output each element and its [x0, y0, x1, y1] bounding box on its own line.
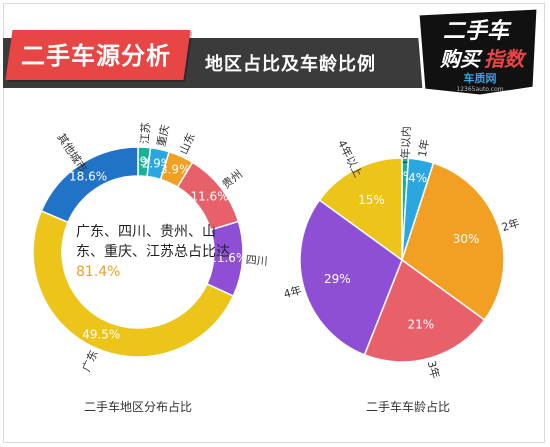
pie-category-label-3: 3年	[425, 359, 443, 380]
pie-value-label-1: 4%	[408, 171, 427, 185]
donut-chart-caption: 二手车地区分布占比	[84, 400, 193, 414]
donut-category-label-3: 贵州	[220, 168, 245, 192]
page-title: 二手车源分析	[21, 42, 171, 70]
pie-chart-caption: 二手车车龄占比	[366, 400, 451, 414]
pie-value-label-3: 21%	[407, 318, 434, 332]
donut-category-label-0: 江苏	[138, 122, 152, 145]
donut-category-label-4: 四川	[245, 253, 268, 267]
logo-brand: 车质网	[464, 71, 497, 85]
logo-line1: 二手车	[443, 18, 512, 44]
pie-slice-3	[363, 258, 486, 363]
donut-value-label-3: 11.6%	[190, 190, 228, 204]
pie-value-label-5: 15%	[358, 193, 385, 207]
pie-category-label-1: 1年	[415, 138, 432, 158]
pie-category-label-2: 2年	[500, 215, 521, 234]
pie-category-label-0: 1年以内	[398, 126, 413, 166]
donut-category-label-2: 山东	[177, 131, 198, 156]
donut-category-label-1: 重庆	[154, 123, 172, 147]
pie-category-label-4: 4年	[282, 283, 303, 301]
pie-value-label-2: 30%	[453, 232, 480, 246]
pie-category-label-5: 4年以上	[335, 137, 366, 179]
pie-slice-4	[299, 198, 403, 356]
pie-slice-2	[401, 162, 505, 322]
donut-value-label-4: 11.6%	[209, 251, 247, 265]
pie-slice-5	[318, 157, 403, 262]
donut-center-note: 广东、四川、贵州、山东、重庆、江苏总占比达 81.4%	[76, 222, 236, 282]
donut-value-label-5: 49.5%	[82, 328, 120, 342]
logo-line2a: 购买	[439, 47, 483, 71]
donut-value-label-2: 3.9%	[160, 163, 191, 177]
donut-category-label-6: 其他城市	[54, 131, 90, 175]
pie-value-label-4: 29%	[324, 272, 351, 286]
donut-value-label-6: 18.6%	[69, 170, 107, 184]
header-banner: 二手车源分析 地区占比及车龄比例	[3, 30, 453, 102]
donut-category-label-5: 广东	[80, 348, 101, 373]
center-note-highlight: 81.4%	[76, 264, 121, 280]
logo-line2b: 指数	[484, 47, 527, 71]
logo-badge-shape	[416, 6, 540, 98]
donut-slice-5	[32, 209, 235, 358]
logo-brand-url: 12365auto.com	[456, 86, 503, 93]
center-note-text: 广东、四川、贵州、山东、重庆、江苏总占比达	[76, 224, 230, 260]
page-subtitle: 地区占比及车龄比例	[205, 54, 376, 75]
brand-logo: 二手车 购买 指数 车质网 12365auto.com	[416, 6, 540, 98]
donut-slice-6	[40, 146, 139, 224]
